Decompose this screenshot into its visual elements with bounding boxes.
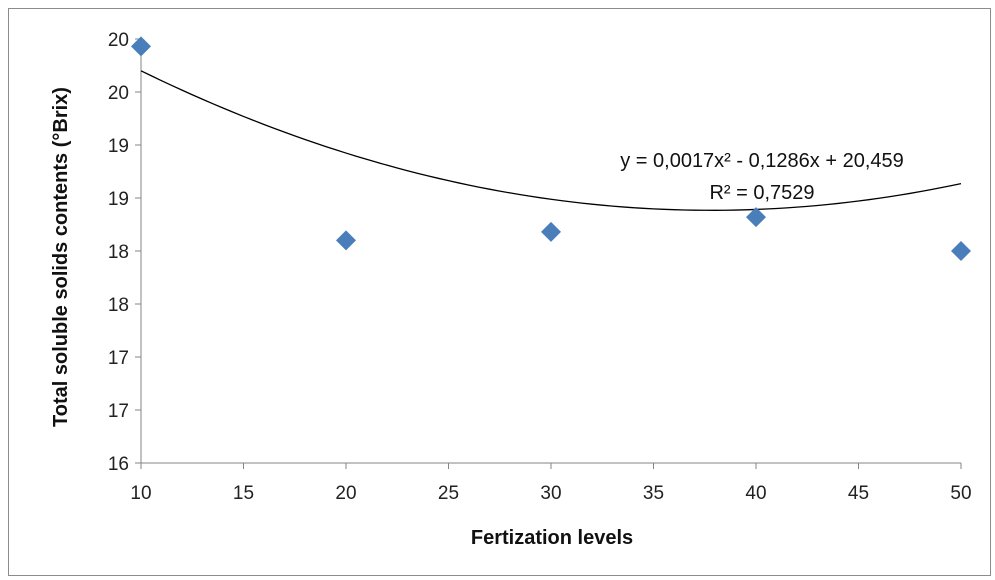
trendline	[140, 70, 962, 211]
y-axis-title: Total soluble solids contents (°Brix)	[50, 87, 72, 427]
y-tick-label: 19	[108, 189, 129, 210]
y-tick-label: 20	[108, 83, 129, 104]
chart-frame: 16 17 17 18 18 19 19 20 20 10 15 20 25 30 35 40 45 50 y …	[8, 8, 991, 576]
x-tick-label: 10	[130, 483, 151, 504]
x-axis-title: Fertization levels	[471, 527, 633, 549]
r-squared-label: R² = 0,7529	[709, 182, 814, 204]
trendline-equation: y = 0,0017x² - 0,1286x + 20,459	[620, 150, 904, 172]
y-tick-label: 17	[108, 401, 129, 422]
y-tick-label: 19	[108, 136, 129, 157]
x-tick-label: 50	[950, 483, 971, 504]
x-tick-label: 20	[335, 483, 356, 504]
x-ticks: 10 15 20 25 30 35 40 45 50	[130, 463, 972, 504]
x-tick-label: 35	[643, 483, 664, 504]
data-point-marker	[951, 241, 971, 261]
x-tick-label: 40	[745, 483, 766, 504]
y-tick-label: 18	[108, 242, 129, 263]
scatter-chart: 16 17 17 18 18 19 19 20 20 10 15 20 25 30 35 40 45 50 y …	[50, 30, 972, 549]
y-ticks: 16 17 17 18 18 19 19 20 20	[108, 30, 141, 475]
y-tick-label: 16	[108, 454, 129, 475]
data-point-marker	[336, 230, 356, 251]
x-tick-label: 15	[233, 483, 254, 504]
x-tick-label: 25	[438, 483, 459, 504]
data-point-marker	[131, 36, 151, 57]
data-point-marker	[541, 221, 561, 242]
data-point-marker	[746, 207, 766, 228]
axes: 16 17 17 18 18 19 19 20 20 10 15 20 25 30 35 40 45 50	[108, 30, 972, 504]
y-tick-label: 17	[108, 348, 129, 369]
x-tick-label: 45	[848, 483, 869, 504]
y-tick-label: 20	[108, 30, 129, 51]
x-tick-label: 30	[540, 483, 561, 504]
data-points	[131, 36, 971, 261]
y-tick-label: 18	[108, 295, 129, 316]
